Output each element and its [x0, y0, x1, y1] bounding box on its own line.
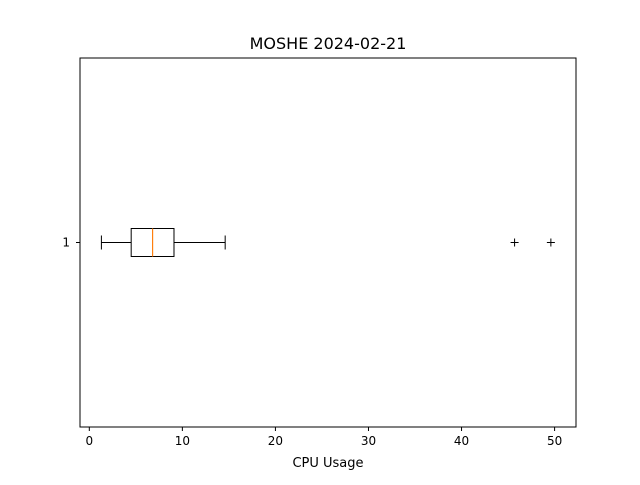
x-tick-label: 40: [454, 434, 469, 448]
x-tick-label: 50: [547, 434, 562, 448]
plot-frame: [79, 57, 577, 428]
x-axis-label: CPU Usage: [292, 456, 363, 471]
x-tick-label: 30: [361, 434, 376, 448]
x-tick-label: 20: [268, 434, 283, 448]
plot-area: 0 10 20 30 40 50 1: [62, 228, 562, 448]
outlier-marker: [510, 238, 519, 247]
chart-title: MOSHE 2024-02-21: [250, 34, 407, 53]
x-tick-label: 0: [85, 434, 93, 448]
y-tick-label: 1: [62, 236, 70, 250]
x-tick-label: 10: [175, 434, 190, 448]
outlier-marker: [546, 238, 555, 247]
